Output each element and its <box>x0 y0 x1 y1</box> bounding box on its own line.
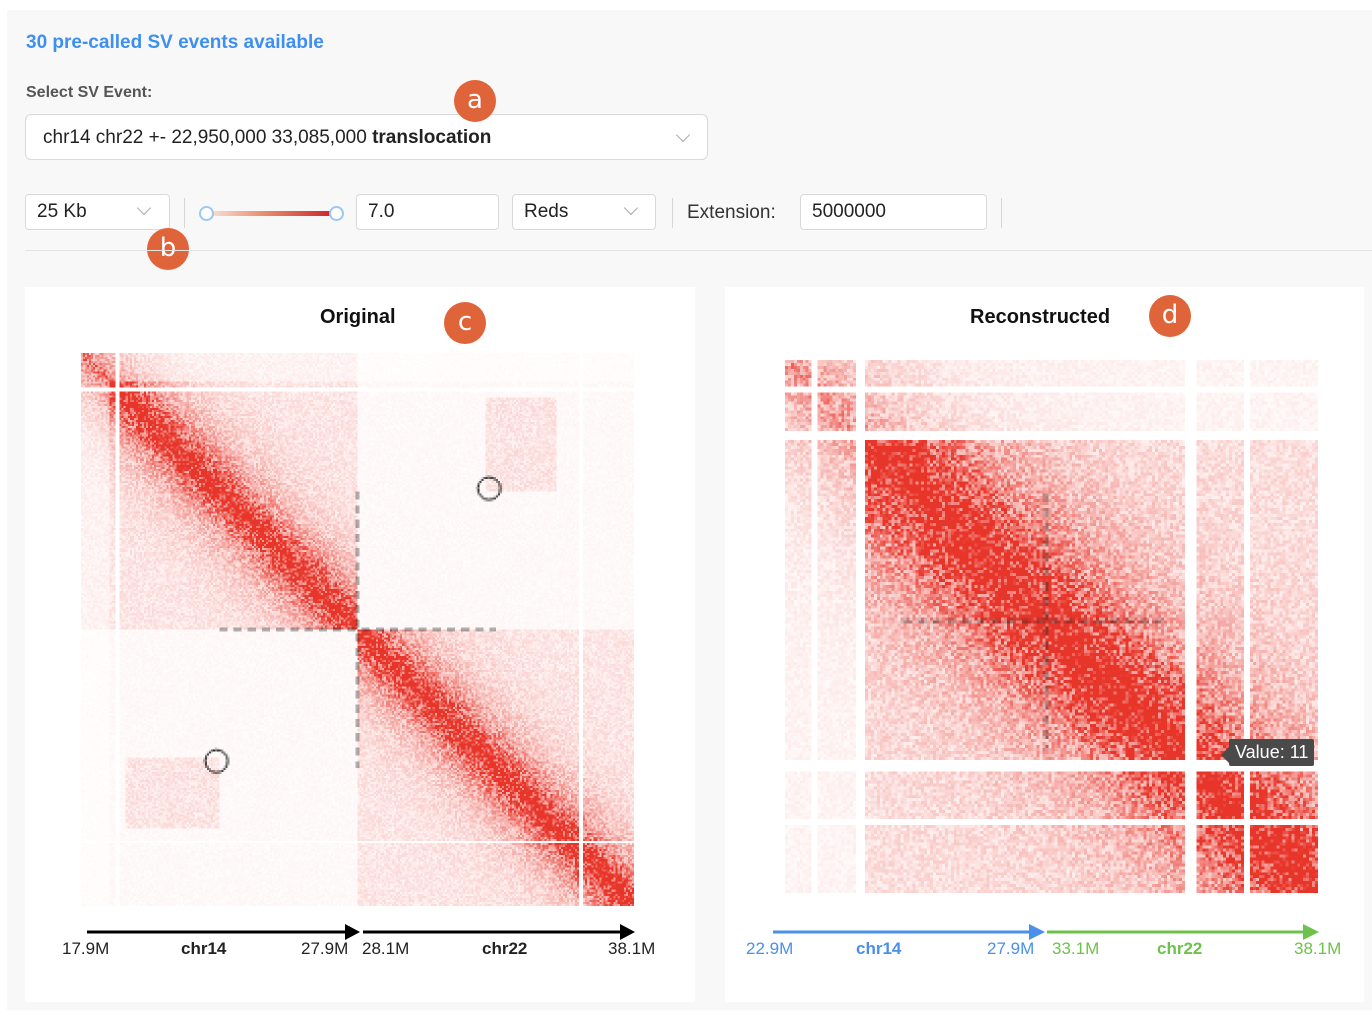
toolbar-bottom-divider <box>25 250 1372 251</box>
extension-input[interactable]: 5000000 <box>800 194 987 230</box>
axis-chr22-label: chr22 <box>482 939 528 958</box>
sv-event-value: chr14 chr22 +- 22,950,000 33,085,000 tra… <box>43 127 491 149</box>
arrow-right-icon <box>1303 924 1319 940</box>
arrow-right-icon <box>1029 924 1045 940</box>
axis-start-chr14: 22.9M <box>746 939 794 958</box>
color-range-slider[interactable] <box>208 211 336 216</box>
annotation-badge-a: a <box>454 80 496 122</box>
event-count-title: 30 pre-called SV events available <box>26 32 324 53</box>
axis-end-chr22: 38.1M <box>1294 939 1342 958</box>
select-sv-label: Select SV Event: <box>26 84 153 101</box>
color-max-value: 7.0 <box>368 201 395 222</box>
reconstructed-axis <box>773 924 1319 940</box>
axis-start-chr22: 33.1M <box>1052 939 1100 958</box>
axis-chr14-label: chr14 <box>181 939 227 958</box>
axis-chr14-label: chr14 <box>856 939 902 958</box>
reconstructed-title: Reconstructed <box>970 306 1111 328</box>
colormap-value: Reds <box>524 201 569 222</box>
axis-chr22-label: chr22 <box>1157 939 1203 958</box>
toolbar-divider <box>184 198 185 228</box>
axis-end-chr22: 38.1M <box>608 939 656 958</box>
slider-max-handle[interactable] <box>329 206 344 221</box>
axis-end-chr14: 27.9M <box>301 939 349 958</box>
annotation-badge-d: d <box>1149 295 1191 337</box>
axis-start-chr22: 28.1M <box>362 939 410 958</box>
arrow-right-icon <box>345 924 360 940</box>
toolbar-divider <box>1001 198 1002 228</box>
sv-event-coords: chr14 chr22 +- 22,950,000 33,085,000 <box>43 127 367 148</box>
original-title: Original <box>320 306 396 328</box>
slider-min-handle[interactable] <box>199 206 214 221</box>
resolution-select[interactable]: 25 Kb <box>25 194 170 230</box>
chevron-down-icon <box>623 200 639 216</box>
original-axis <box>87 924 635 940</box>
original-heatmap[interactable] <box>81 353 634 906</box>
value-tooltip: Value: 11 <box>1220 739 1315 766</box>
annotation-badge-c: c <box>444 302 486 344</box>
axis-start-chr14: 17.9M <box>62 939 110 958</box>
reconstructed-panel: Reconstructed 22.9M chr14 27.9M 33.1M ch… <box>725 287 1364 1002</box>
toolbar-divider <box>672 198 673 228</box>
resolution-value: 25 Kb <box>37 201 87 222</box>
axis-end-chr14: 27.9M <box>987 939 1035 958</box>
sv-event-select[interactable]: chr14 chr22 +- 22,950,000 33,085,000 tra… <box>25 114 708 160</box>
chevron-down-icon <box>675 127 691 143</box>
extension-label: Extension: <box>687 202 776 223</box>
reconstructed-heatmap[interactable] <box>785 360 1318 893</box>
color-max-input[interactable]: 7.0 <box>356 194 499 230</box>
sv-viewer-container: 30 pre-called SV events available Select… <box>7 10 1372 1010</box>
annotation-badge-b: b <box>147 228 189 270</box>
extension-value: 5000000 <box>812 201 886 222</box>
chevron-down-icon <box>136 200 152 216</box>
sv-event-type: translocation <box>372 127 492 148</box>
original-panel: Original 17.9M chr14 27.9M 28.1M chr22 3… <box>25 287 695 1002</box>
colormap-select[interactable]: Reds <box>512 194 656 230</box>
arrow-right-icon <box>620 924 635 940</box>
